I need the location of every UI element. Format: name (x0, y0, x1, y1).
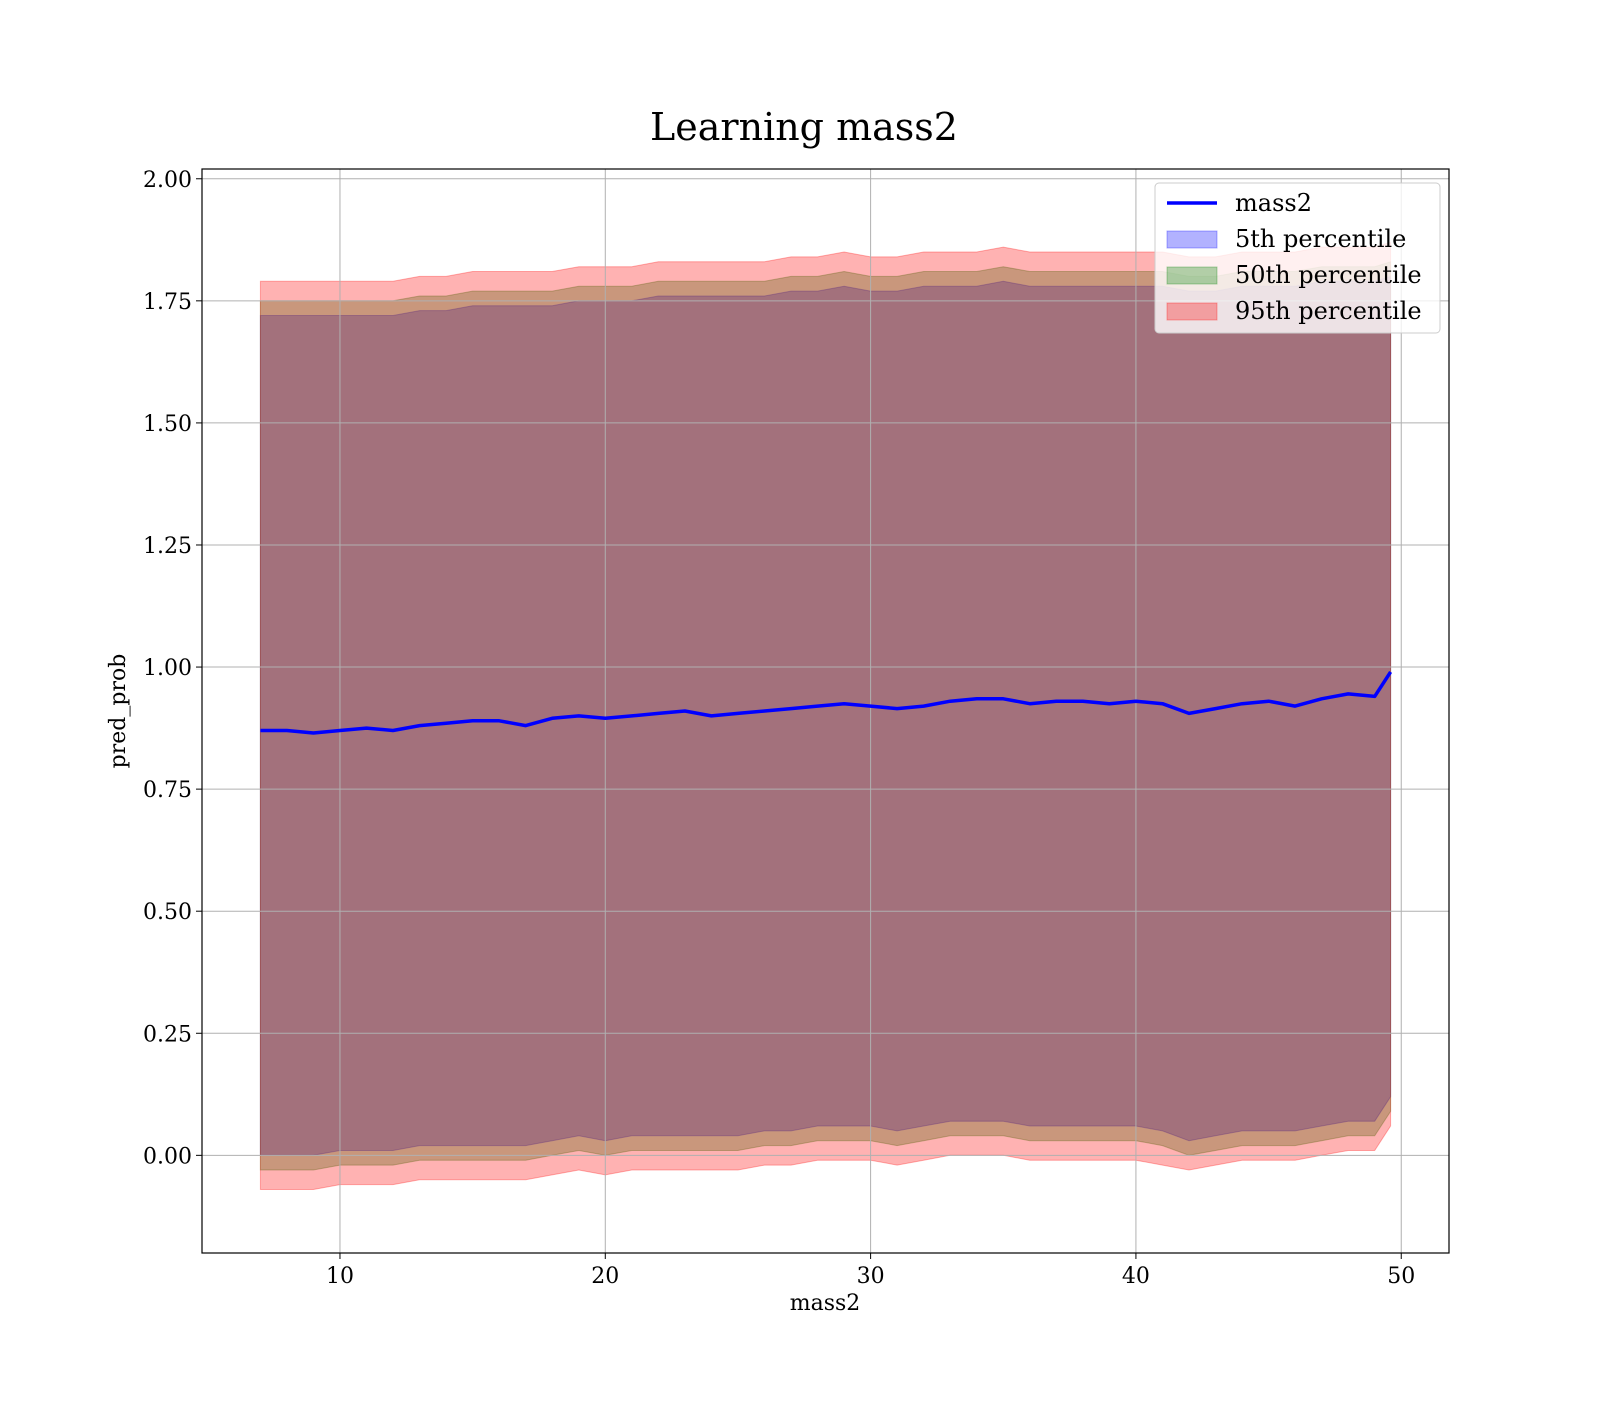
legend: mass2 5th percentile 50th percentile 95th p… (1155, 183, 1440, 333)
y-tick-label: 1.75 (143, 290, 192, 315)
x-tick-label: 50 (1387, 1264, 1415, 1289)
legend-label: 5th percentile (1235, 225, 1406, 253)
legend-label: 50th percentile (1235, 261, 1422, 289)
x-tick-label: 30 (857, 1264, 885, 1289)
chart-title: Learning mass2 (650, 105, 958, 149)
legend-swatch-band (1167, 231, 1217, 248)
y-tick-label: 1.00 (143, 656, 192, 681)
x-tick-label: 40 (1122, 1264, 1150, 1289)
band-series-3 (260, 242, 1390, 1189)
legend-label: mass2 (1235, 189, 1312, 217)
legend-swatch-band (1167, 303, 1217, 320)
y-tick-label: 1.25 (143, 534, 192, 559)
y-tick-label: 0.50 (143, 900, 192, 925)
y-tick-label: 1.50 (143, 412, 192, 437)
y-axis-title: pred_prob (106, 654, 131, 769)
y-tick-label: 0.00 (143, 1144, 192, 1169)
x-tick-label: 20 (591, 1264, 619, 1289)
x-tick-label: 10 (326, 1264, 354, 1289)
y-tick-label: 0.75 (143, 778, 192, 803)
x-axis-title: mass2 (790, 1291, 861, 1316)
y-tick-label: 2.00 (143, 168, 192, 193)
legend-swatch-band (1167, 267, 1217, 284)
y-tick-label: 0.25 (143, 1022, 192, 1047)
legend-label: 95th percentile (1235, 297, 1422, 325)
bands-layer (260, 242, 1390, 1189)
